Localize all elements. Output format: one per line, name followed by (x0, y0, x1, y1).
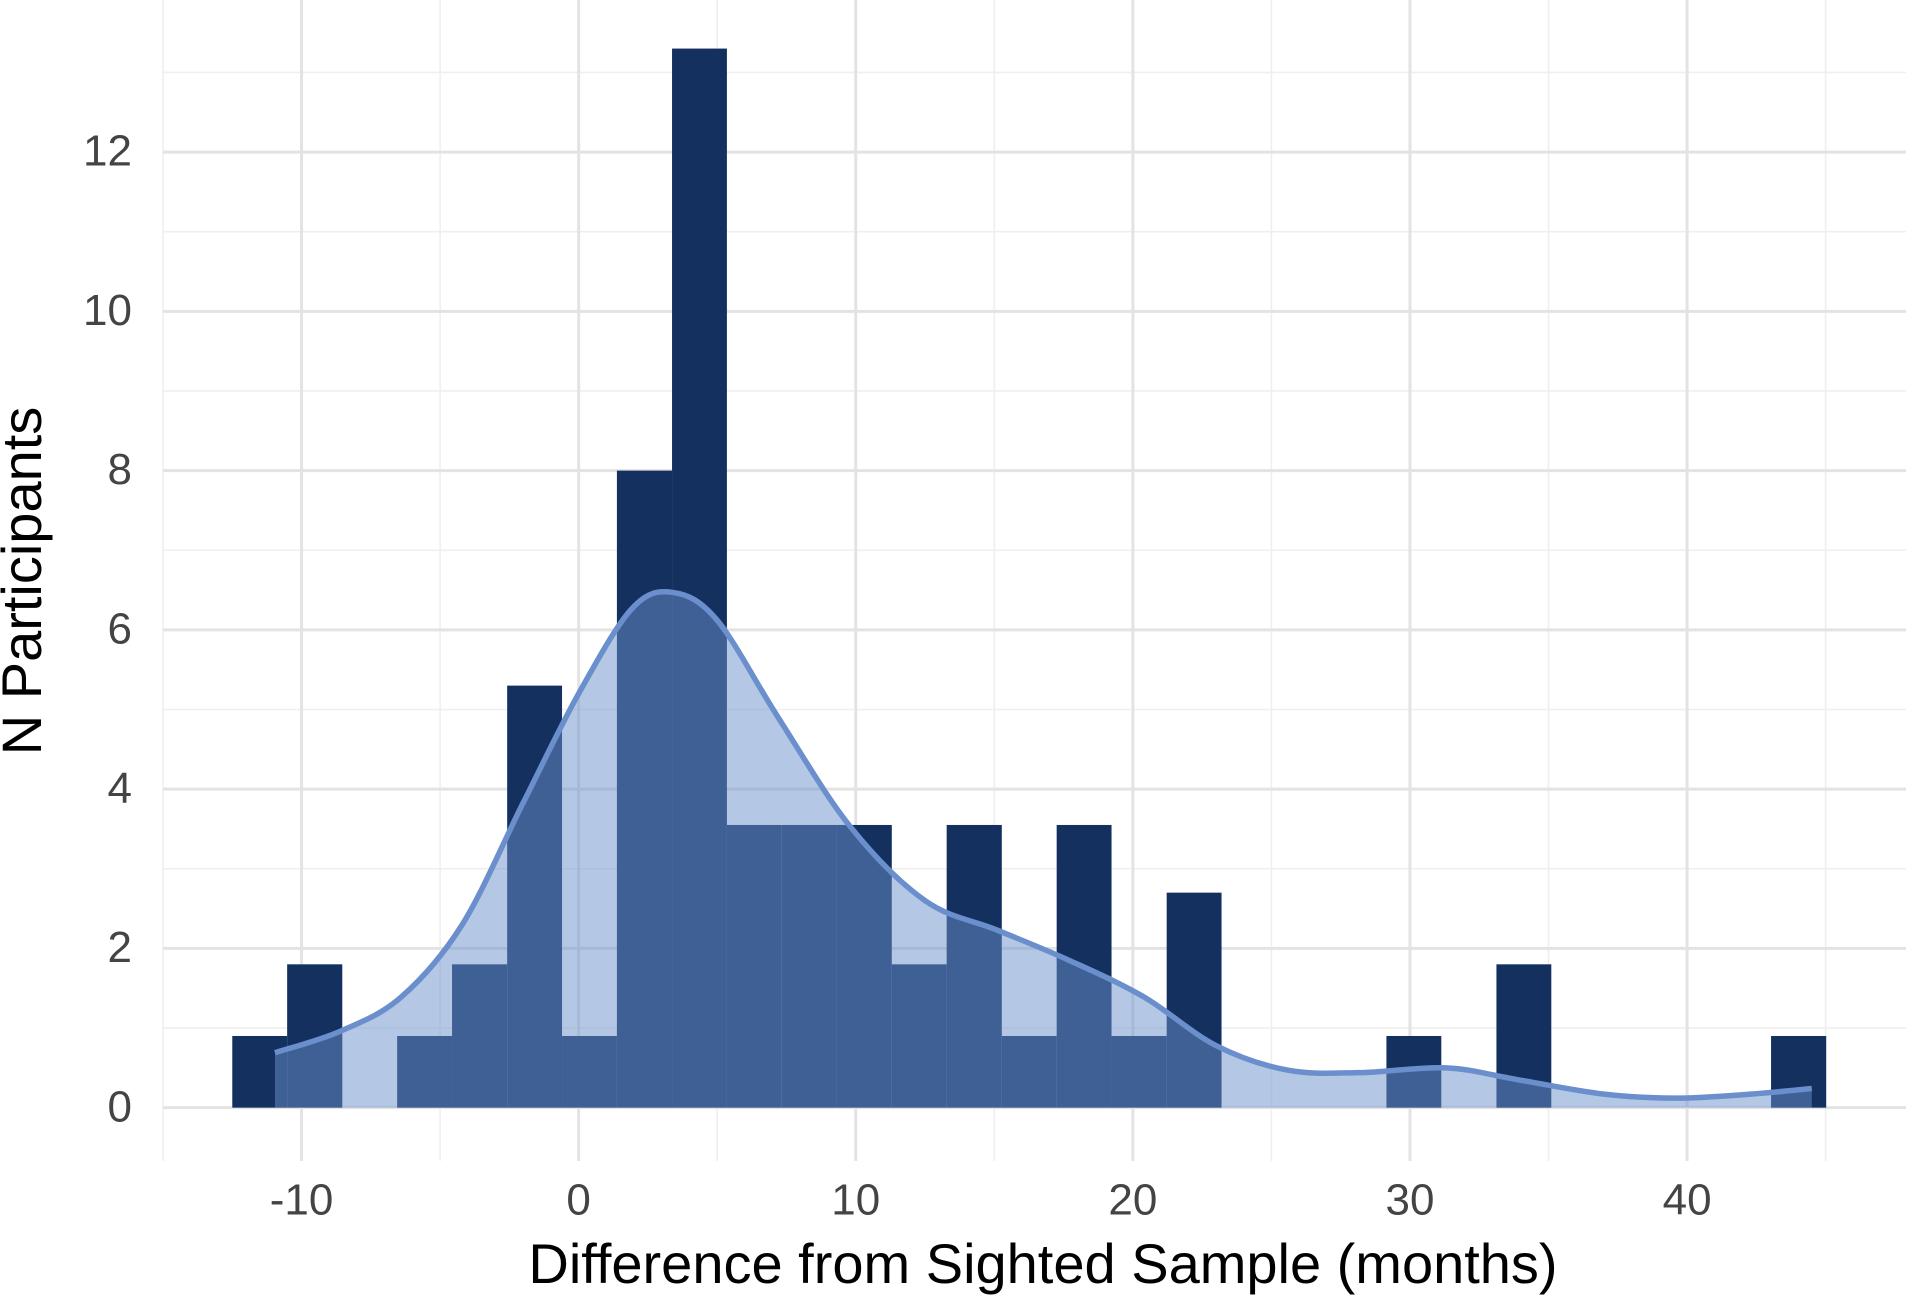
y-tick-label: 12 (83, 127, 132, 176)
x-tick-label: 10 (831, 1176, 880, 1225)
x-tick-label: 0 (566, 1176, 590, 1225)
x-tick-label: 30 (1386, 1176, 1435, 1225)
density-line (274, 588, 1813, 1101)
y-tick-label: 6 (108, 604, 132, 653)
y-axis-title: N Participants (0, 407, 53, 756)
y-tick-label: 2 (108, 923, 132, 972)
y-tick-label: 10 (83, 286, 132, 335)
x-tick-label: 40 (1663, 1176, 1712, 1225)
x-tick-label: -10 (270, 1176, 334, 1225)
y-tick-label: 8 (108, 445, 132, 494)
plot-marks (232, 48, 1827, 1108)
grid (162, 0, 1906, 1161)
y-tick-label: 0 (108, 1082, 132, 1131)
density-area (274, 591, 1812, 1108)
y-tick-label: 4 (108, 764, 132, 813)
axis-labels: -10 0 10 20 30 40 0 2 4 6 8 10 12 (83, 127, 1712, 1225)
x-tick-label: 20 (1108, 1176, 1157, 1225)
x-axis-title: Difference from Sighted Sample (months) (528, 1232, 1557, 1295)
